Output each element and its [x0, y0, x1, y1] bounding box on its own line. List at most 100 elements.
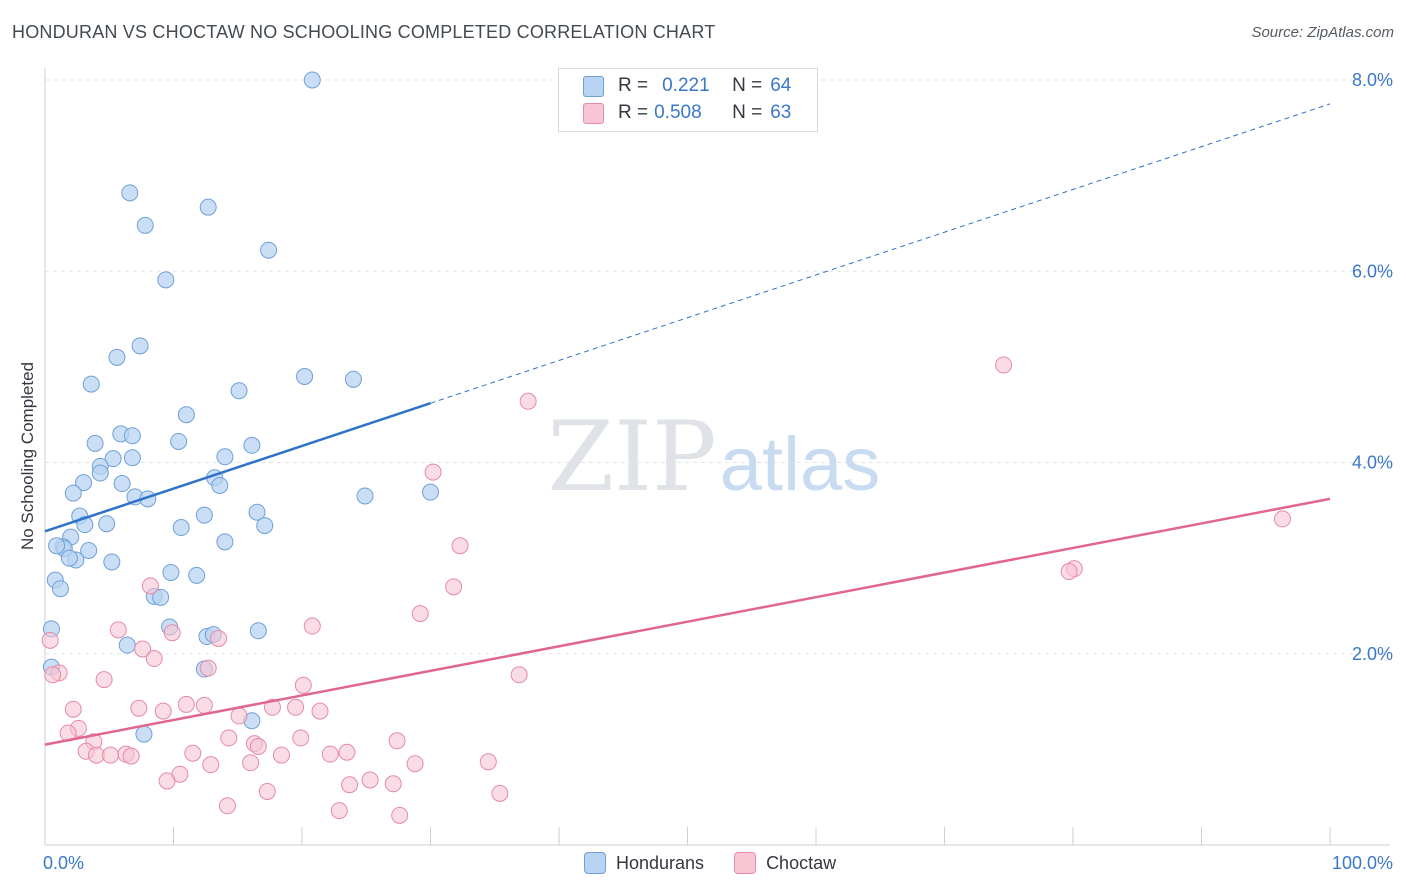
- choctaw-point: [184, 744, 202, 762]
- choctaw-point: [141, 577, 159, 595]
- hondurans-legend-swatch: [584, 852, 606, 874]
- hondurans-trend-extension: [430, 103, 1331, 404]
- honduran-point: [162, 563, 180, 581]
- legend-item-choctaw: Choctaw: [734, 852, 836, 874]
- honduran-point: [64, 484, 82, 502]
- choctaw-point: [330, 802, 348, 820]
- legend-label-hondurans: Hondurans: [616, 852, 705, 873]
- choctaw-point: [230, 707, 248, 725]
- x-tick-labels: 0.0% 100.0%: [43, 853, 1393, 873]
- choctaw-point: [258, 782, 276, 800]
- honduran-point: [91, 464, 109, 482]
- honduran-point: [170, 432, 188, 450]
- honduran-point: [248, 503, 266, 521]
- choctaw-point: [218, 797, 236, 815]
- y-tick-label: 8.0%: [1352, 70, 1393, 90]
- honduran-point: [188, 566, 206, 584]
- choctaw-point: [519, 392, 537, 410]
- honduran-point: [108, 348, 126, 366]
- choctaw-point: [406, 755, 424, 773]
- honduran-point: [82, 375, 100, 393]
- legend-label-choctaw: Choctaw: [766, 852, 837, 873]
- r-value: 0.221: [662, 75, 710, 96]
- honduran-point: [60, 549, 78, 567]
- choctaw-point: [424, 463, 442, 481]
- r-label: R =: [618, 102, 649, 123]
- bottom-legend: Hondurans Choctaw: [584, 852, 856, 874]
- choctaw-point: [1273, 510, 1291, 528]
- honduran-point: [103, 553, 121, 571]
- choctaw-swatch: [583, 102, 604, 124]
- y-axis-label: No Schooling Completed: [18, 362, 37, 550]
- honduran-point: [216, 533, 234, 551]
- choctaw-point: [272, 746, 290, 764]
- honduran-point: [48, 537, 66, 555]
- choctaw-point: [388, 732, 406, 750]
- x-tick-label: 0.0%: [43, 853, 84, 873]
- honduran-point: [51, 580, 69, 598]
- choctaw-point: [411, 605, 429, 623]
- choctaw-point: [220, 729, 238, 747]
- honduran-point: [86, 434, 104, 452]
- honduran-point: [157, 271, 175, 289]
- n-value: 64: [770, 75, 792, 96]
- axes: [44, 68, 1390, 846]
- choctaw-point: [102, 746, 120, 764]
- choctaw-point: [163, 624, 181, 642]
- honduran-point: [356, 487, 374, 505]
- choctaw-point: [361, 771, 379, 789]
- honduran-point: [75, 474, 93, 492]
- honduran-point: [135, 725, 153, 743]
- choctaw-point: [64, 700, 82, 718]
- choctaw-point: [303, 617, 321, 635]
- honduran-point: [260, 241, 278, 259]
- honduran-point: [98, 515, 116, 533]
- honduran-point: [211, 476, 229, 494]
- choctaw-point: [95, 671, 113, 689]
- gridlines: [45, 79, 1390, 655]
- choctaw-point: [44, 666, 62, 684]
- choctaw-point: [338, 743, 356, 761]
- honduran-point: [177, 406, 195, 424]
- honduran-point: [243, 436, 261, 454]
- honduran-point: [199, 198, 217, 216]
- n-label: N =: [732, 75, 763, 96]
- choctaw-point: [1060, 563, 1078, 581]
- choctaw-point: [341, 776, 359, 794]
- watermark-atlas: atlas: [720, 422, 881, 507]
- legend-item-hondurans: Hondurans: [584, 852, 704, 874]
- honduran-point: [152, 588, 170, 606]
- choctaw-point: [177, 695, 195, 713]
- choctaw-point: [109, 621, 127, 639]
- chart-title: HONDURAN VS CHOCTAW NO SCHOOLING COMPLET…: [12, 22, 716, 42]
- y-tick-labels: 2.0% 4.0% 6.0% 8.0%: [1352, 70, 1393, 664]
- choctaw-point: [122, 747, 140, 765]
- honduran-point: [195, 506, 213, 524]
- honduran-point: [121, 184, 139, 202]
- n-value: 63: [770, 102, 792, 123]
- honduran-point: [303, 71, 321, 89]
- source-label: Source: ZipAtlas.com: [1251, 24, 1394, 41]
- honduran-point: [230, 382, 248, 400]
- hondurans-points: [42, 71, 439, 743]
- honduran-point: [422, 483, 439, 501]
- hondurans-trend-line: [44, 402, 431, 533]
- choctaw-point: [995, 356, 1013, 374]
- choctaw-point: [451, 537, 469, 555]
- honduran-point: [123, 449, 141, 467]
- r-label: R =: [618, 75, 649, 96]
- honduran-point: [344, 370, 362, 388]
- r-value: 0.508: [654, 102, 702, 123]
- honduran-point: [131, 337, 149, 355]
- stat-row-hondurans: R = 0.221 N = 64: [583, 75, 791, 97]
- choctaw-point: [510, 666, 528, 684]
- choctaw-trend-line: [44, 497, 1331, 746]
- choctaw-point: [195, 696, 213, 714]
- trend-lines: [44, 103, 1331, 746]
- honduran-point: [172, 519, 190, 537]
- honduran-point: [296, 367, 314, 385]
- choctaw-point: [199, 659, 217, 677]
- honduran-point: [249, 622, 267, 640]
- choctaw-point: [41, 631, 59, 649]
